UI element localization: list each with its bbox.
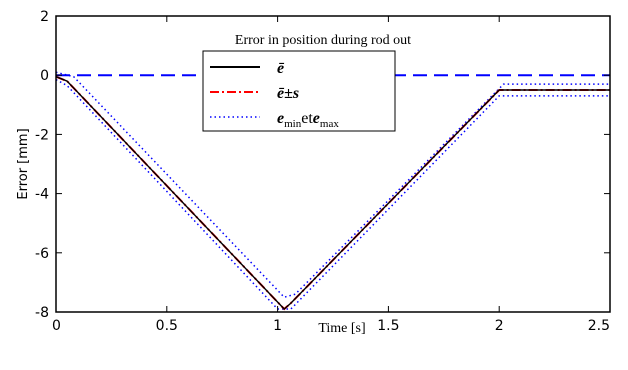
x-tick-label: 1 [273,318,282,334]
y-tick-label: -2 [35,127,49,143]
legend-min-e: e [277,110,284,127]
chart-title: Error in position during rod out [235,33,411,48]
legend-max-e: e [313,110,320,127]
y-tick-label: -6 [35,246,49,262]
y-tick-label: -4 [35,187,49,203]
legend-max-sub: max [320,118,339,130]
x-tick-label: 2.5 [588,318,610,334]
x-tick-label: 0 [52,318,61,334]
tick-layer: 0 0.5 1 1.5 2 2.5 2 0 -2 -4 -6 -8 [35,9,611,334]
x-axis-label: Time [s] [318,321,365,336]
legend-et: et [301,110,313,127]
y-axis-label: Error [mm] [16,128,31,199]
y-tick-label: 0 [40,68,49,84]
y-tick-label: -8 [35,305,49,321]
y-tick-label: 2 [40,9,49,25]
x-tick-label: 0.5 [156,318,178,334]
legend-min-sub: min [284,118,302,130]
series-line-0 [55,76,610,310]
series-line-2 [55,78,610,310]
legend-label-mean-sigma: ē±s [277,85,299,102]
plot-frame [55,15,611,313]
x-tick-label: 2 [495,318,504,334]
legend-label-min-max: eminetemax [277,110,339,130]
x-tick-label: 1.5 [377,318,399,334]
series-line-3 [55,71,610,299]
legend: ē ē±s eminetemax [202,50,396,132]
legend-label-mean: ē [277,60,285,77]
